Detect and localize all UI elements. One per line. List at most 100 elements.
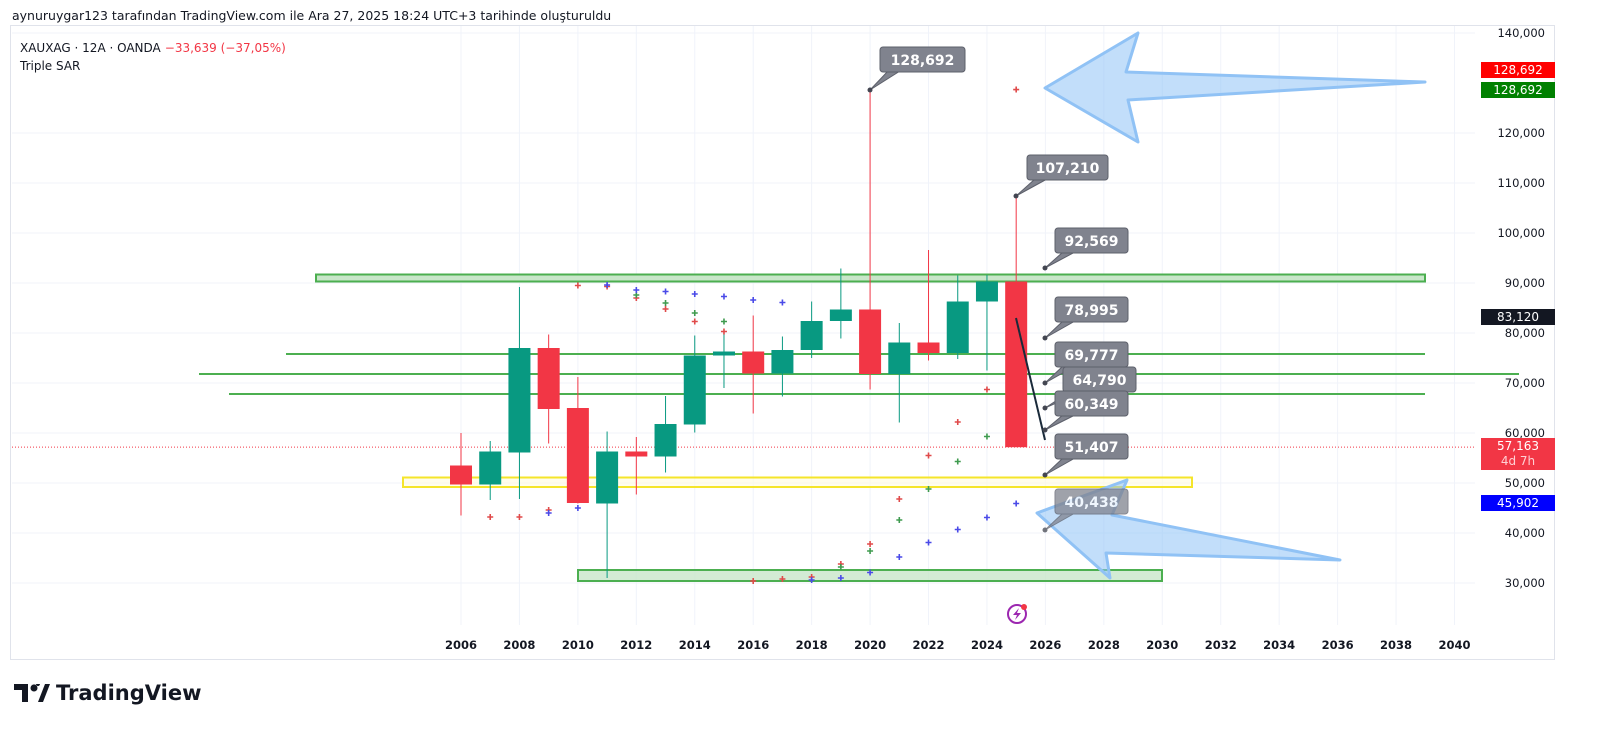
callout-box: [1054, 227, 1129, 254]
sar-dot-red: [720, 328, 727, 335]
sar-dot-red: [954, 419, 961, 425]
price-tick-label: 30,000: [1505, 576, 1545, 590]
triple-sar-dots: [487, 86, 1020, 584]
price-callout: 69,777: [1042, 341, 1129, 386]
arrow-left-top: [1043, 31, 1427, 144]
time-tick-label: 2030: [1146, 638, 1178, 652]
price-tick-label: 70,000: [1505, 376, 1545, 390]
time-tick-label: 2022: [913, 638, 945, 652]
sar-dot-blue: [983, 514, 990, 521]
price-callout: 78,995: [1042, 296, 1129, 341]
time-tick-label: 2040: [1438, 638, 1470, 652]
time-tick-label: 2020: [854, 638, 886, 652]
callout-anchor: [1013, 193, 1019, 199]
callout-anchor: [1042, 380, 1048, 386]
sar-dot-red: [779, 576, 786, 582]
price-callout: 51,407: [1042, 433, 1129, 478]
lightning-icon[interactable]: [1007, 604, 1027, 624]
price-tick-label: 110,000: [1497, 176, 1545, 190]
candle-body: [479, 451, 502, 485]
grid: [12, 26, 1475, 625]
callout-box: [879, 46, 966, 73]
sar-dot-green: [837, 564, 844, 570]
sar-green-price-tag: 128,692: [1481, 82, 1555, 98]
callout-pointer: [1044, 320, 1077, 339]
candle-body: [829, 309, 852, 321]
time-tick-label: 2012: [620, 638, 652, 652]
trend-line: [1015, 317, 1046, 441]
time-tick-label: 2036: [1322, 638, 1354, 652]
sar-dot-blue: [720, 293, 727, 300]
callout-anchor: [1042, 405, 1048, 411]
time-tick-label: 2028: [1088, 638, 1120, 652]
sar-dot-red: [691, 318, 698, 325]
price-change: −33,639 (−37,05%): [164, 41, 286, 55]
sar-red-price-tag: 128,692: [1481, 62, 1555, 78]
price-tick-label: 60,000: [1505, 426, 1545, 440]
sar-dot-red: [867, 541, 874, 547]
support-zone-yellow: [402, 476, 1193, 488]
sar-dot-blue: [574, 505, 581, 511]
tradingview-logo-icon: [14, 684, 50, 702]
sar-dot-green: [662, 300, 669, 306]
sar-dot-blue: [837, 575, 844, 581]
candle-body: [800, 321, 823, 350]
chart-frame: [10, 25, 1555, 660]
tradingview-logo[interactable]: TradingView: [14, 681, 201, 705]
last-price: 57,163: [1497, 439, 1539, 453]
callout-label: 64,790: [1072, 373, 1126, 389]
sar-dot-blue: [808, 577, 815, 583]
sar-dot-red: [662, 306, 669, 312]
time-axis: 2006 2008 2010 2012 2014 2016 2018 2020 2022 2024…: [445, 638, 1470, 652]
candle-body: [625, 451, 648, 457]
price-tick-label: 80,000: [1505, 326, 1545, 340]
time-tick-label: 2026: [1029, 638, 1061, 652]
sar-dot-blue: [954, 526, 961, 533]
sar-blue-price-tag: 45,902: [1481, 495, 1555, 511]
candle-body: [450, 465, 472, 485]
callout-anchor: [1042, 265, 1048, 271]
sar-dot-red: [750, 578, 757, 584]
indicator-label[interactable]: Triple SAR: [20, 59, 81, 73]
price-tick-label: 120,000: [1497, 126, 1545, 140]
candle-body: [566, 408, 589, 503]
sar-dot-red: [983, 386, 990, 393]
price-axis: 30,000 40,000 50,000 60,000 70,000 80,000 90,0…: [1497, 26, 1545, 590]
callout-label: 128,692: [891, 53, 955, 69]
candle-body: [1005, 281, 1028, 448]
sar-dot-green: [896, 517, 903, 523]
time-tick-label: 2006: [445, 638, 477, 652]
callout-label: 60,349: [1064, 397, 1118, 413]
crosshair-price-tag: 83,120: [1481, 309, 1555, 325]
callout-pointer: [1044, 457, 1077, 476]
sar-dot-red: [896, 496, 903, 502]
sar-dot-blue: [779, 299, 786, 306]
callout-anchor: [1042, 335, 1048, 341]
sar-dot-green: [867, 548, 874, 554]
sar-dot-green: [954, 458, 961, 465]
bar-countdown: 4d 7h: [1500, 454, 1536, 468]
sar-dot-blue: [604, 282, 611, 288]
candle-body: [946, 301, 969, 353]
price-callout: 107,210: [1013, 154, 1109, 199]
price-callout: 92,569: [1042, 227, 1129, 271]
logo-text: TradingView: [56, 681, 202, 705]
sar-dot-blue: [545, 510, 552, 516]
sar-dot-red: [1013, 86, 1020, 93]
price-tick-label: 100,000: [1497, 226, 1545, 240]
time-tick-label: 2038: [1380, 638, 1412, 652]
time-tick-label: 2008: [503, 638, 535, 652]
time-tick-label: 2034: [1263, 638, 1295, 652]
last-price-tag: 57,163 4d 7h: [1481, 438, 1555, 470]
sar-dot-blue: [633, 287, 640, 293]
price-callout: 60,349: [1042, 390, 1129, 433]
callout-pointer: [1015, 178, 1048, 197]
callout-box: [1054, 296, 1129, 323]
price-callouts: 128,692 107,210 92,569 78,995 69,777 64,790 60…: [867, 46, 1137, 533]
symbol-info[interactable]: XAUXAG · 12A · OANDA: [20, 41, 161, 55]
sar-dot-blue: [662, 288, 669, 295]
candle-body: [508, 348, 531, 453]
callout-label: 92,569: [1064, 234, 1118, 250]
sar-dot-green: [691, 310, 698, 316]
